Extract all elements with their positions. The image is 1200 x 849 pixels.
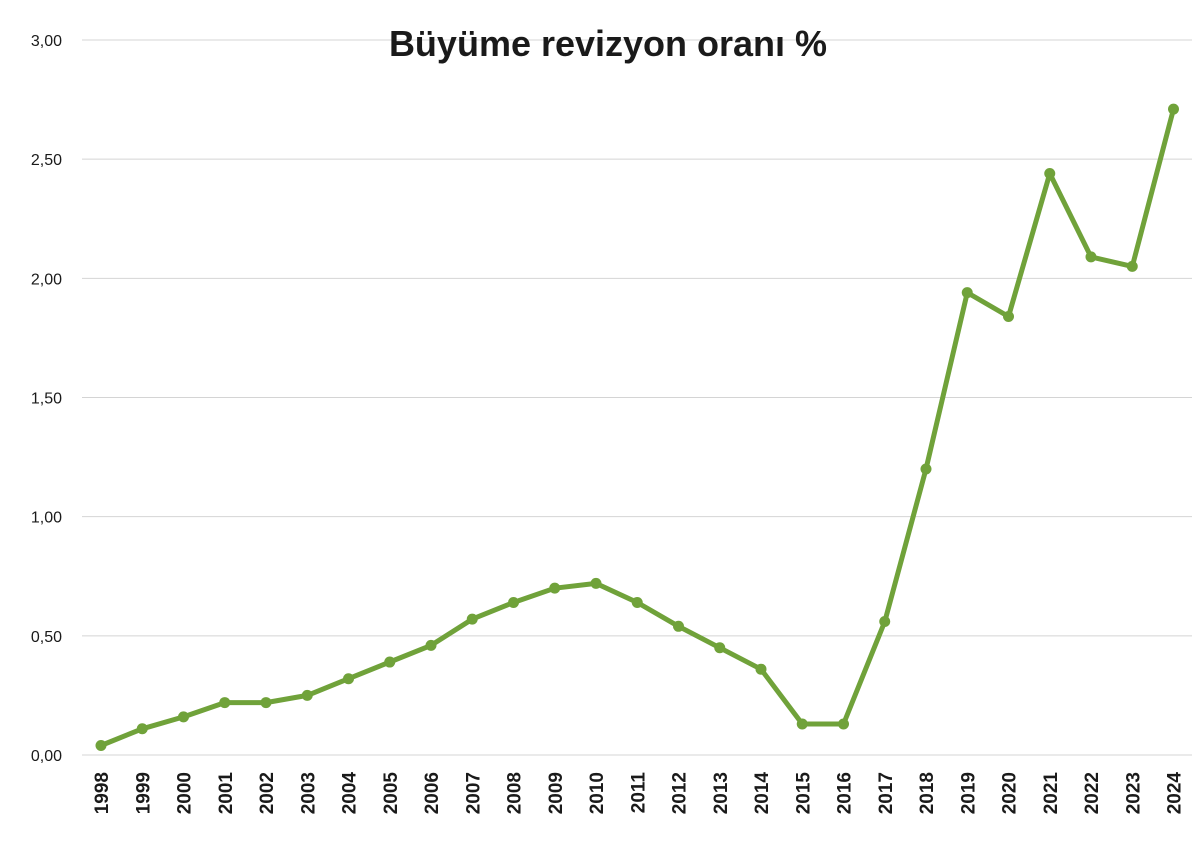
data-point — [714, 642, 726, 654]
data-point — [961, 287, 973, 299]
x-tick-label: 2017 — [876, 772, 897, 814]
data-point — [219, 697, 231, 709]
x-tick-label: 1998 — [92, 772, 113, 814]
x-tick-label: 2000 — [175, 772, 196, 814]
data-point — [95, 739, 107, 751]
x-tick-label: 2015 — [793, 772, 814, 815]
x-tick-label: 2013 — [711, 772, 732, 814]
x-axis-tick-labels: 1998 1999 2000 2001 2002 2003 2004 2005 2006 2007… — [92, 772, 1186, 815]
x-tick-label: 2001 — [216, 772, 237, 815]
data-point — [136, 723, 148, 735]
x-tick-label: 2021 — [1041, 772, 1062, 815]
data-points — [95, 103, 1179, 751]
y-tick-label: 1,50 — [31, 391, 62, 408]
y-tick-label: 0,50 — [31, 629, 62, 646]
data-point — [1085, 251, 1097, 263]
x-tick-label: 2006 — [422, 772, 443, 814]
data-point — [673, 620, 684, 632]
data-point — [260, 697, 272, 709]
x-tick-label: 2016 — [835, 772, 856, 814]
y-tick-label: 0,00 — [31, 748, 62, 765]
data-point — [631, 596, 643, 608]
x-tick-label: 2004 — [340, 772, 361, 815]
x-tick-label: 2018 — [917, 772, 938, 814]
x-tick-label: 2014 — [752, 772, 773, 815]
data-point — [178, 711, 189, 723]
x-tick-label: 2010 — [587, 772, 608, 814]
data-point — [879, 616, 891, 628]
x-tick-label: 2012 — [670, 772, 691, 814]
y-tick-label: 1,00 — [31, 510, 62, 527]
series-line — [98, 106, 1176, 748]
x-tick-label: 2009 — [546, 772, 567, 814]
x-tick-label: 2005 — [381, 772, 402, 815]
data-point — [343, 673, 354, 685]
x-tick-label: 2002 — [257, 772, 278, 814]
x-tick-label: 2019 — [958, 772, 979, 814]
data-point — [301, 689, 313, 701]
data-point — [549, 582, 561, 594]
data-point — [1003, 310, 1014, 322]
y-axis-tick-labels: 0,00 0,50 1,00 1,50 2,00 2,50 3,00 — [31, 33, 62, 765]
x-tick-label: 2020 — [1000, 772, 1021, 814]
data-point — [796, 718, 808, 730]
x-tick-label: 1999 — [133, 772, 154, 814]
x-tick-label: 2003 — [298, 772, 319, 814]
data-point — [384, 656, 396, 668]
data-point — [838, 718, 849, 730]
data-point — [1168, 103, 1179, 115]
data-point — [508, 596, 519, 608]
data-point — [920, 463, 932, 475]
data-point — [755, 663, 767, 675]
x-tick-label: 2024 — [1165, 772, 1186, 815]
x-tick-label: 2008 — [505, 772, 526, 814]
x-tick-label: 2007 — [463, 772, 484, 814]
data-point — [1126, 260, 1138, 272]
data-point — [590, 577, 602, 589]
x-tick-label: 2023 — [1123, 772, 1144, 814]
x-tick-label: 2011 — [628, 772, 649, 814]
chart-title: Büyüme revizyon oranı % — [389, 23, 827, 64]
data-point — [425, 639, 437, 651]
gridlines — [82, 39, 1192, 756]
y-tick-label: 3,00 — [31, 33, 62, 50]
data-point — [1044, 167, 1056, 179]
y-tick-label: 2,00 — [31, 271, 62, 288]
y-tick-label: 2,50 — [31, 152, 62, 169]
data-point — [466, 613, 478, 625]
x-tick-label: 2022 — [1082, 772, 1103, 814]
